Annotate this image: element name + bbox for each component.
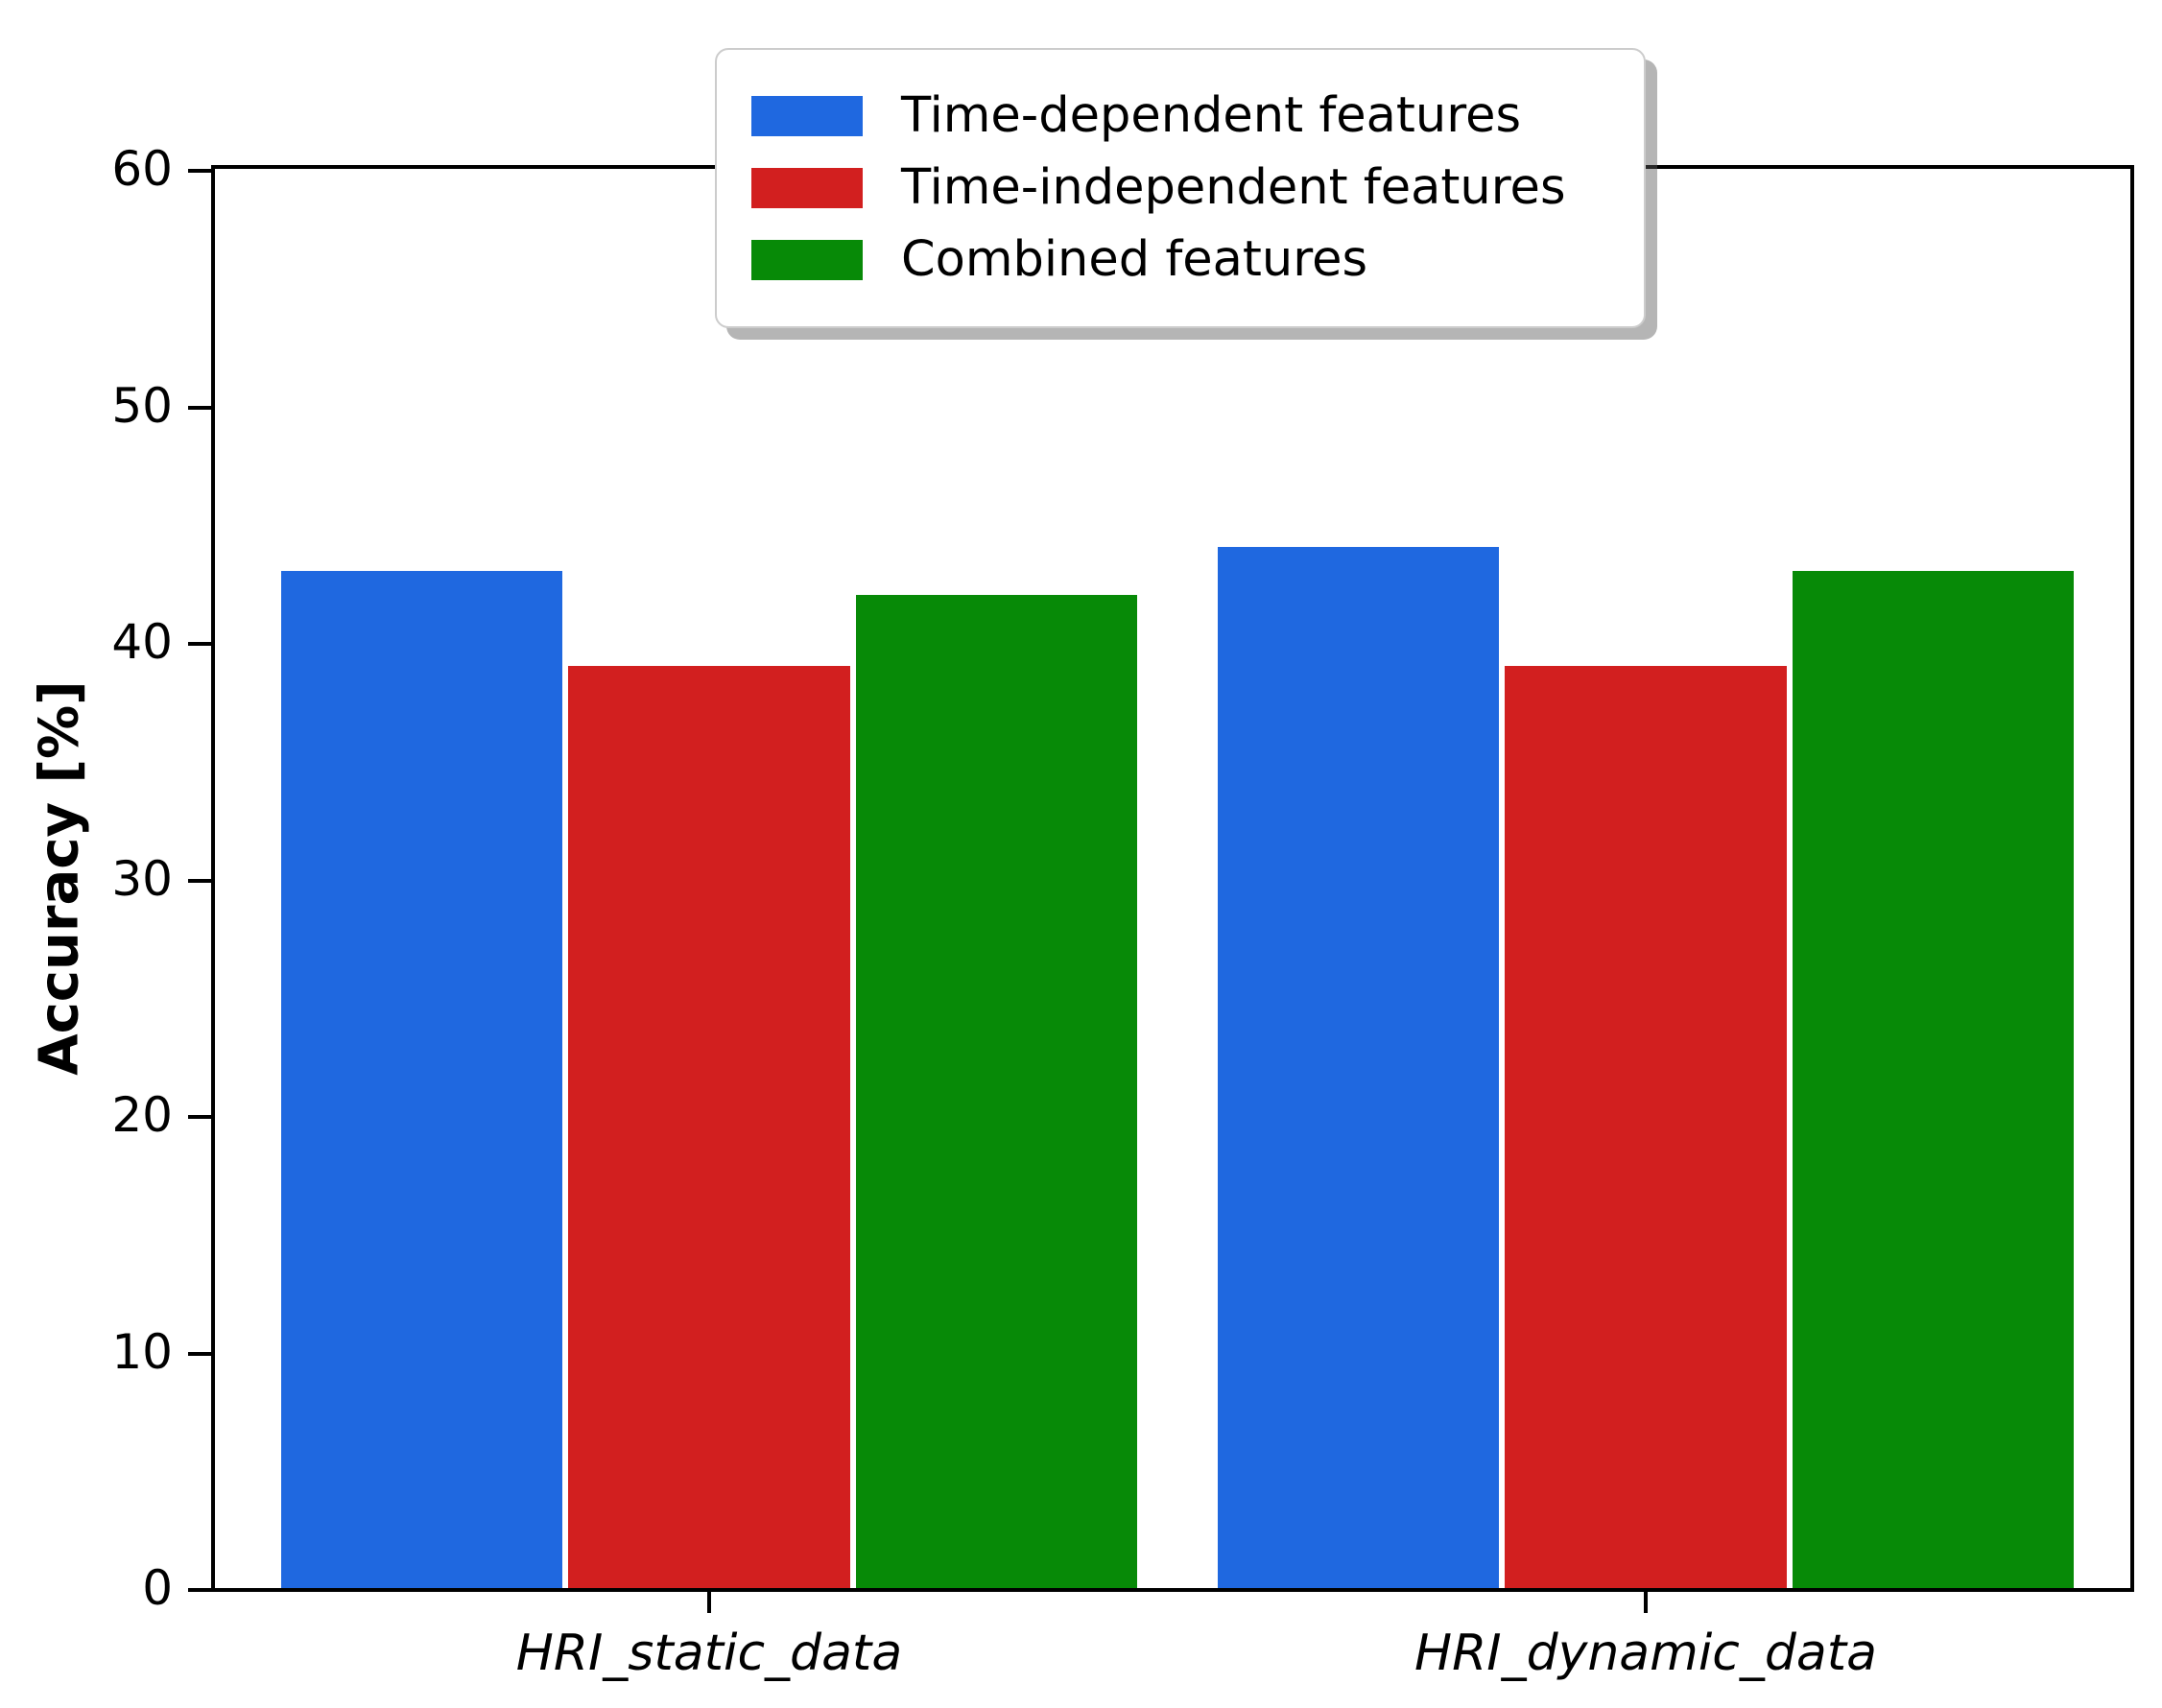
legend-row: Combined features [751,230,1609,289]
y-tick-label: 50 [111,377,173,434]
x-tick-mark [706,1592,711,1613]
bar-HRI_static_data-time-independent-features [568,665,850,1588]
y-tick-mark [188,405,211,410]
y-tick-mark [188,642,211,647]
y-tick-label: 0 [142,1560,173,1616]
y-tick-mark [188,169,211,173]
legend-label: Time-independent features [901,159,1566,217]
legend-swatch-combined-features [751,239,863,280]
bar-HRI_dynamic_data-time-dependent-features [1217,547,1500,1588]
bar-HRI_static_data-combined-features [855,594,1138,1588]
plot-area: 0 10 20 30 40 50 60 HRI_static_data HRI_dynamic_… [111,145,2134,1678]
y-tick-mark [188,1588,211,1592]
bar-HRI_dynamic_data-combined-features [1792,571,2075,1588]
y-tick-label: 60 [111,141,173,197]
y-tick-label: 30 [111,850,173,907]
bar-HRI_static_data-time-dependent-features [280,571,563,1588]
y-tick-label: 40 [111,614,173,670]
legend-swatch-time-dependent-features [751,95,863,136]
x-tick-mark [1644,1592,1648,1613]
y-tick-mark [188,1351,211,1356]
y-tick-mark [188,878,211,883]
y-tick-label: 10 [111,1323,173,1380]
bar-HRI_dynamic_data-time-independent-features [1505,665,1787,1588]
legend-label: Combined features [901,231,1368,289]
legend-row: Time-independent features [751,158,1609,217]
legend-swatch-time-independent-features [751,167,863,208]
y-tick-label: 20 [111,1087,173,1143]
legend-row: Time-dependent features [751,86,1609,145]
x-tick-label: HRI_dynamic_data [1414,1625,1877,1682]
x-tick-label: HRI_static_data [515,1625,903,1682]
legend-label: Time-dependent features [901,87,1522,144]
y-tick-mark [188,1115,211,1120]
y-axis-label: Accuracy [%] [28,680,91,1076]
legend: Time-dependent features Time-independent … [715,48,1646,328]
